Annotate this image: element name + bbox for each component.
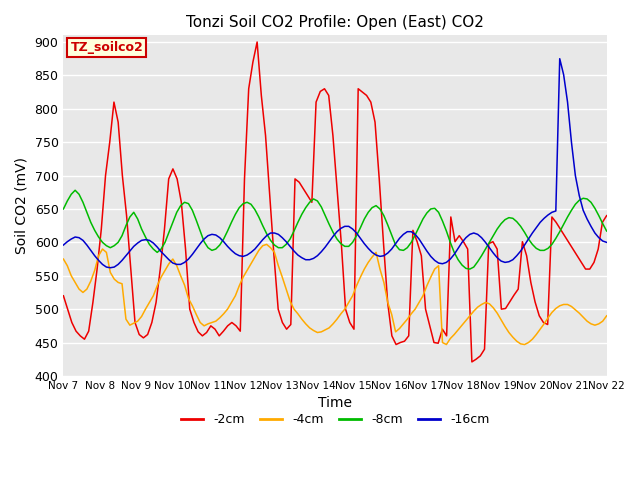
-4cm bbox=[333, 316, 341, 322]
Text: TZ_soilco2: TZ_soilco2 bbox=[70, 41, 143, 54]
-4cm bbox=[290, 306, 298, 312]
Line: -16cm: -16cm bbox=[63, 59, 607, 268]
-16cm bbox=[106, 265, 114, 271]
-16cm bbox=[91, 253, 99, 259]
-2cm bbox=[468, 359, 476, 365]
-2cm bbox=[253, 39, 261, 45]
-16cm bbox=[290, 248, 298, 254]
-4cm bbox=[91, 267, 99, 273]
X-axis label: Time: Time bbox=[318, 396, 352, 410]
-8cm bbox=[466, 266, 474, 272]
-4cm bbox=[263, 241, 271, 247]
Line: -8cm: -8cm bbox=[63, 190, 607, 269]
-4cm bbox=[60, 256, 67, 262]
-2cm bbox=[60, 293, 67, 299]
-8cm bbox=[60, 206, 67, 212]
-8cm bbox=[603, 228, 611, 234]
-4cm bbox=[79, 289, 87, 295]
-8cm bbox=[71, 187, 79, 193]
-16cm bbox=[603, 240, 611, 245]
-16cm bbox=[161, 253, 169, 259]
-2cm bbox=[346, 320, 353, 325]
-4cm bbox=[115, 279, 122, 285]
Title: Tonzi Soil CO2 Profile: Open (East) CO2: Tonzi Soil CO2 Profile: Open (East) CO2 bbox=[186, 15, 484, 30]
-2cm bbox=[422, 306, 429, 312]
-16cm bbox=[60, 242, 67, 248]
Legend: -2cm, -4cm, -8cm, -16cm: -2cm, -4cm, -8cm, -16cm bbox=[175, 408, 495, 431]
-4cm bbox=[157, 274, 165, 280]
-8cm bbox=[290, 228, 298, 234]
-16cm bbox=[333, 229, 341, 235]
-2cm bbox=[207, 323, 214, 329]
-16cm bbox=[79, 238, 87, 243]
-8cm bbox=[95, 234, 102, 240]
Y-axis label: Soil CO2 (mV): Soil CO2 (mV) bbox=[15, 157, 29, 254]
-4cm bbox=[603, 313, 611, 319]
Line: -4cm: -4cm bbox=[63, 244, 607, 345]
-16cm bbox=[118, 257, 126, 263]
-16cm bbox=[556, 56, 564, 61]
-8cm bbox=[333, 236, 341, 242]
-4cm bbox=[442, 342, 450, 348]
-2cm bbox=[493, 246, 501, 252]
-8cm bbox=[83, 209, 91, 215]
-8cm bbox=[161, 240, 169, 245]
Line: -2cm: -2cm bbox=[63, 42, 607, 362]
-2cm bbox=[603, 213, 611, 218]
-8cm bbox=[118, 233, 126, 239]
-2cm bbox=[464, 246, 472, 252]
-2cm bbox=[296, 180, 303, 185]
